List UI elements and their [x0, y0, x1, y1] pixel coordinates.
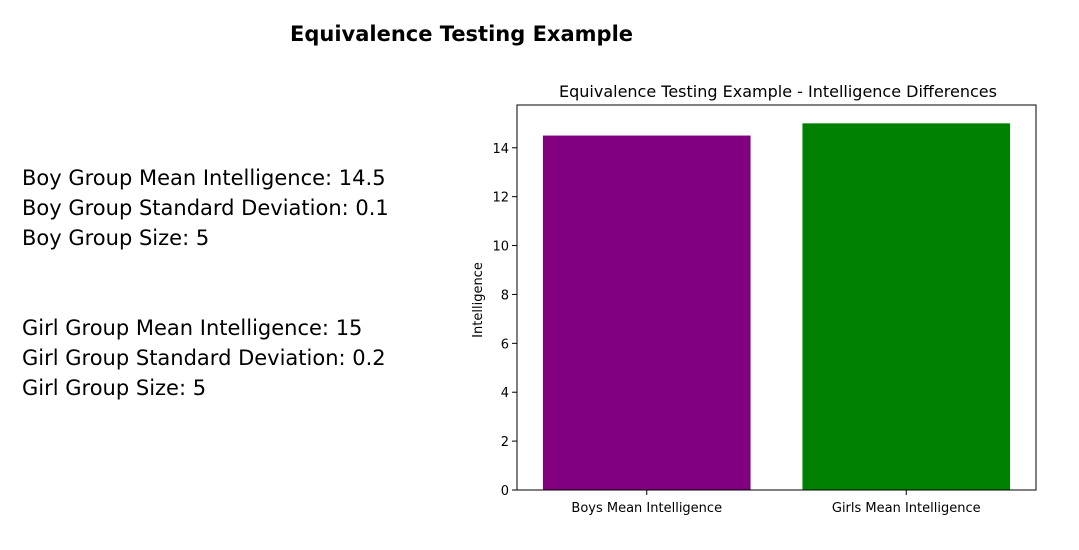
boy-mean-text: Boy Group Mean Intelligence: 14.5	[22, 166, 386, 190]
plot-frame	[516, 104, 1037, 491]
boy-std-text: Boy Group Standard Deviation: 0.1	[22, 196, 389, 220]
y-tick-label: 6	[501, 337, 509, 352]
y-tick-label: 10	[492, 240, 509, 255]
y-tick-label: 0	[501, 484, 509, 499]
y-tick-label: 14	[492, 142, 509, 157]
y-tick-label: 8	[501, 288, 509, 303]
page-title: Equivalence Testing Example	[290, 22, 634, 46]
girl-mean-text: Girl Group Mean Intelligence: 15	[22, 316, 363, 340]
girl-stats: Girl Group Mean Intelligence: 15 Girl Gr…	[22, 313, 386, 403]
x-tick-label: Boys Mean Intelligence	[571, 501, 722, 516]
girl-size-text: Girl Group Size: 5	[22, 376, 207, 400]
bar-0	[542, 135, 751, 491]
bar-1	[802, 123, 1011, 490]
y-tick-label: 2	[501, 435, 509, 450]
y-axis-label: Intelligence	[471, 262, 486, 338]
boy-stats: Boy Group Mean Intelligence: 14.5 Boy Gr…	[22, 163, 389, 253]
girl-std-text: Girl Group Standard Deviation: 0.2	[22, 346, 386, 370]
y-tick-label: 12	[492, 191, 509, 206]
boy-size-text: Boy Group Size: 5	[22, 226, 210, 250]
x-tick-label: Girls Mean Intelligence	[832, 501, 981, 516]
y-tick-label: 4	[501, 386, 509, 401]
chart-title: Equivalence Testing Example - Intelligen…	[559, 82, 997, 101]
